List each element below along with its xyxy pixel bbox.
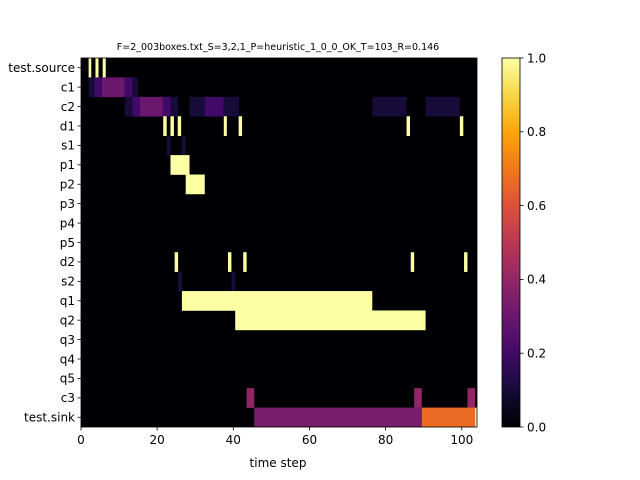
y-tick-label: p2 xyxy=(60,178,75,192)
heatmap-cell xyxy=(94,77,102,98)
heatmap-cell xyxy=(178,271,182,292)
y-tick-label: d1 xyxy=(60,119,75,133)
y-tick-label: c2 xyxy=(61,100,75,114)
heatmap-cell xyxy=(124,77,133,98)
y-tick-label: q1 xyxy=(60,294,75,308)
heatmap-cell xyxy=(163,116,167,136)
y-tick-label: c3 xyxy=(61,391,75,405)
y-tick-label: s1 xyxy=(61,139,75,153)
x-tick-label: 40 xyxy=(226,433,241,447)
x-tick-label: 80 xyxy=(378,433,393,447)
heatmap-cell xyxy=(254,407,422,428)
heatmap-cell xyxy=(204,96,224,117)
y-tick-label: q5 xyxy=(60,372,75,386)
colorbar: 0.0 0.2 0.4 0.6 0.8 1.0 xyxy=(501,51,546,434)
y-tick-label: p4 xyxy=(60,216,75,230)
heatmap-cell xyxy=(464,252,468,272)
colorbar-tick-label: 0.4 xyxy=(527,273,546,287)
y-tick-label: s2 xyxy=(61,275,75,289)
colorbar-tick-label: 0.6 xyxy=(527,199,546,213)
y-tick-label: test.sink xyxy=(24,411,75,425)
heatmap-cell xyxy=(246,388,255,408)
y-tick-label: c1 xyxy=(61,80,75,94)
heatmap-cell xyxy=(223,96,240,117)
y-axis: test.source c1 c2 d1 s1 p1 p2 p3 p4 p5 d2 s2 q1 q2 q3 q… xyxy=(8,61,81,425)
y-tick-label: test.source xyxy=(8,61,75,75)
x-tick-label: 100 xyxy=(450,433,473,447)
heatmap-cell xyxy=(162,96,171,117)
heatmap-cell xyxy=(166,135,171,156)
heatmap-cell xyxy=(425,96,460,117)
heatmap-cell xyxy=(243,252,247,272)
heatmap-cell xyxy=(170,96,179,117)
heatmap-cell xyxy=(177,116,182,136)
heatmap-cell xyxy=(101,77,125,98)
x-tick-label: 20 xyxy=(150,433,165,447)
heatmap-cell xyxy=(181,135,186,156)
heatmap-cell xyxy=(170,116,174,136)
x-axis-label: time step xyxy=(250,456,307,470)
heatmap-cell xyxy=(181,291,373,311)
heatmap-cell xyxy=(231,271,236,292)
heatmap-cell xyxy=(475,407,477,428)
heatmap-cell xyxy=(174,252,179,272)
chart-title: F=2_003boxes.txt_S=3,2,1_P=heuristic_1_0… xyxy=(117,42,439,53)
heatmap-cell xyxy=(189,96,205,117)
y-tick-label: p3 xyxy=(60,197,75,211)
heatmap-cell xyxy=(467,388,476,408)
x-tick-label: 60 xyxy=(302,433,317,447)
colorbar-tick-label: 0.8 xyxy=(527,125,546,139)
heatmap-cell xyxy=(170,155,190,175)
heatmap-cell xyxy=(372,96,407,117)
y-tick-label: q3 xyxy=(60,333,75,347)
heatmap-cell xyxy=(88,58,92,78)
heatmap-cell xyxy=(185,174,205,195)
colorbar-tick-label: 1.0 xyxy=(527,51,546,65)
colorbar-gradient xyxy=(501,57,521,428)
y-tick-label: q2 xyxy=(60,313,75,327)
heatmap-cell xyxy=(459,116,464,136)
plot-area xyxy=(80,57,478,428)
x-axis: 0 20 40 60 80 100 xyxy=(77,427,473,447)
heatmap-cell xyxy=(238,116,243,136)
heatmap-cell xyxy=(95,58,99,78)
heatmap-cell xyxy=(414,388,422,408)
heatmap-cell xyxy=(102,58,106,78)
heatmap-cell xyxy=(132,96,141,117)
heatmap-cell xyxy=(88,77,95,98)
x-tick-label: 0 xyxy=(77,433,85,447)
heatmap-cell xyxy=(223,116,227,136)
y-tick-label: d2 xyxy=(60,255,75,269)
heatmap-background xyxy=(81,58,477,427)
y-tick-label: p5 xyxy=(60,236,75,250)
heatmap-cell xyxy=(124,96,133,117)
colorbar-tick-label: 0.2 xyxy=(527,347,546,361)
heatmap-cell xyxy=(406,116,410,136)
heatmap-cell xyxy=(421,407,476,428)
heatmap-cell xyxy=(140,96,163,117)
heatmap-cell xyxy=(235,310,426,331)
heatmap-cell xyxy=(132,77,139,98)
colorbar-tick-label: 0.0 xyxy=(527,420,546,434)
y-tick-label: q4 xyxy=(60,352,75,366)
heatmap-cell xyxy=(227,252,232,272)
y-tick-label: p1 xyxy=(60,158,75,172)
heatmap-cell xyxy=(410,252,415,272)
